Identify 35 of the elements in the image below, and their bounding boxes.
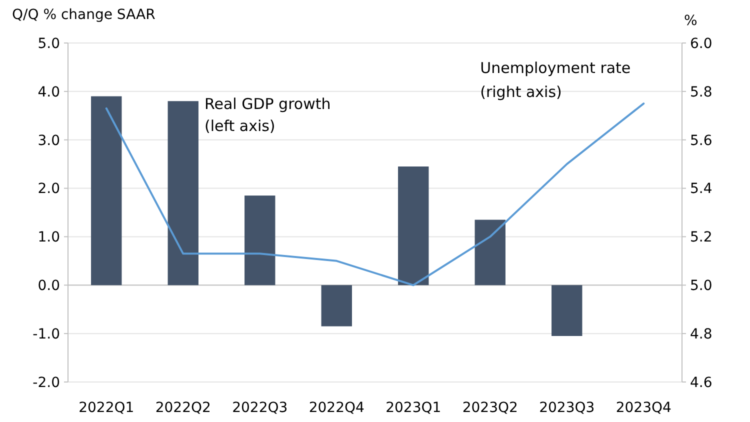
y-tick-label: 5.0: [38, 36, 60, 52]
y2-tick-label: 4.8: [690, 326, 712, 342]
bar: [552, 285, 582, 336]
y-tick-label: 1.0: [38, 230, 60, 246]
series-label: Real GDP growth (left axis): [204, 95, 331, 136]
y2-tick-label: 6.0: [690, 36, 712, 52]
y2-tick-label: 5.0: [690, 278, 712, 294]
y2-tick-label: 5.6: [690, 132, 712, 149]
bar: [474, 220, 506, 286]
x-tick-label: 2023Q1: [386, 400, 442, 416]
y2-tick-label: 5.4: [690, 181, 712, 198]
bar: [168, 101, 198, 286]
x-tick-label: 2023Q2: [462, 400, 518, 416]
y-axis-title: Q/Q % change SAAR: [12, 7, 156, 23]
y2-tick-label: 5.8: [690, 84, 712, 100]
y-tick-label: 0.0: [38, 278, 60, 294]
x-tick-label: 2023Q4: [616, 400, 672, 416]
x-tick-label: 2022Q4: [308, 400, 364, 416]
x-tick-label: 2022Q2: [155, 400, 211, 416]
bar: [321, 285, 352, 326]
bar: [398, 166, 429, 286]
bar: [91, 96, 122, 286]
y-tick-label: 3.0: [38, 132, 60, 149]
y2-tick-label: 5.2: [690, 230, 712, 246]
y-tick-label: 2.0: [38, 181, 60, 198]
series-label: Unemployment rate (right axis): [480, 59, 631, 101]
x-tick-label: 2022Q1: [78, 400, 134, 416]
y-tick-label: 4.0: [38, 84, 60, 100]
x-tick-label: 2023Q3: [539, 400, 595, 416]
bar: [244, 196, 276, 286]
y2-tick-label: 4.6: [690, 374, 712, 391]
y-tick-label: -2.0: [32, 374, 60, 391]
y2-axis-title: %: [684, 13, 698, 29]
x-tick-label: 2022Q3: [232, 400, 288, 416]
y-tick-label: -1.0: [32, 326, 60, 342]
